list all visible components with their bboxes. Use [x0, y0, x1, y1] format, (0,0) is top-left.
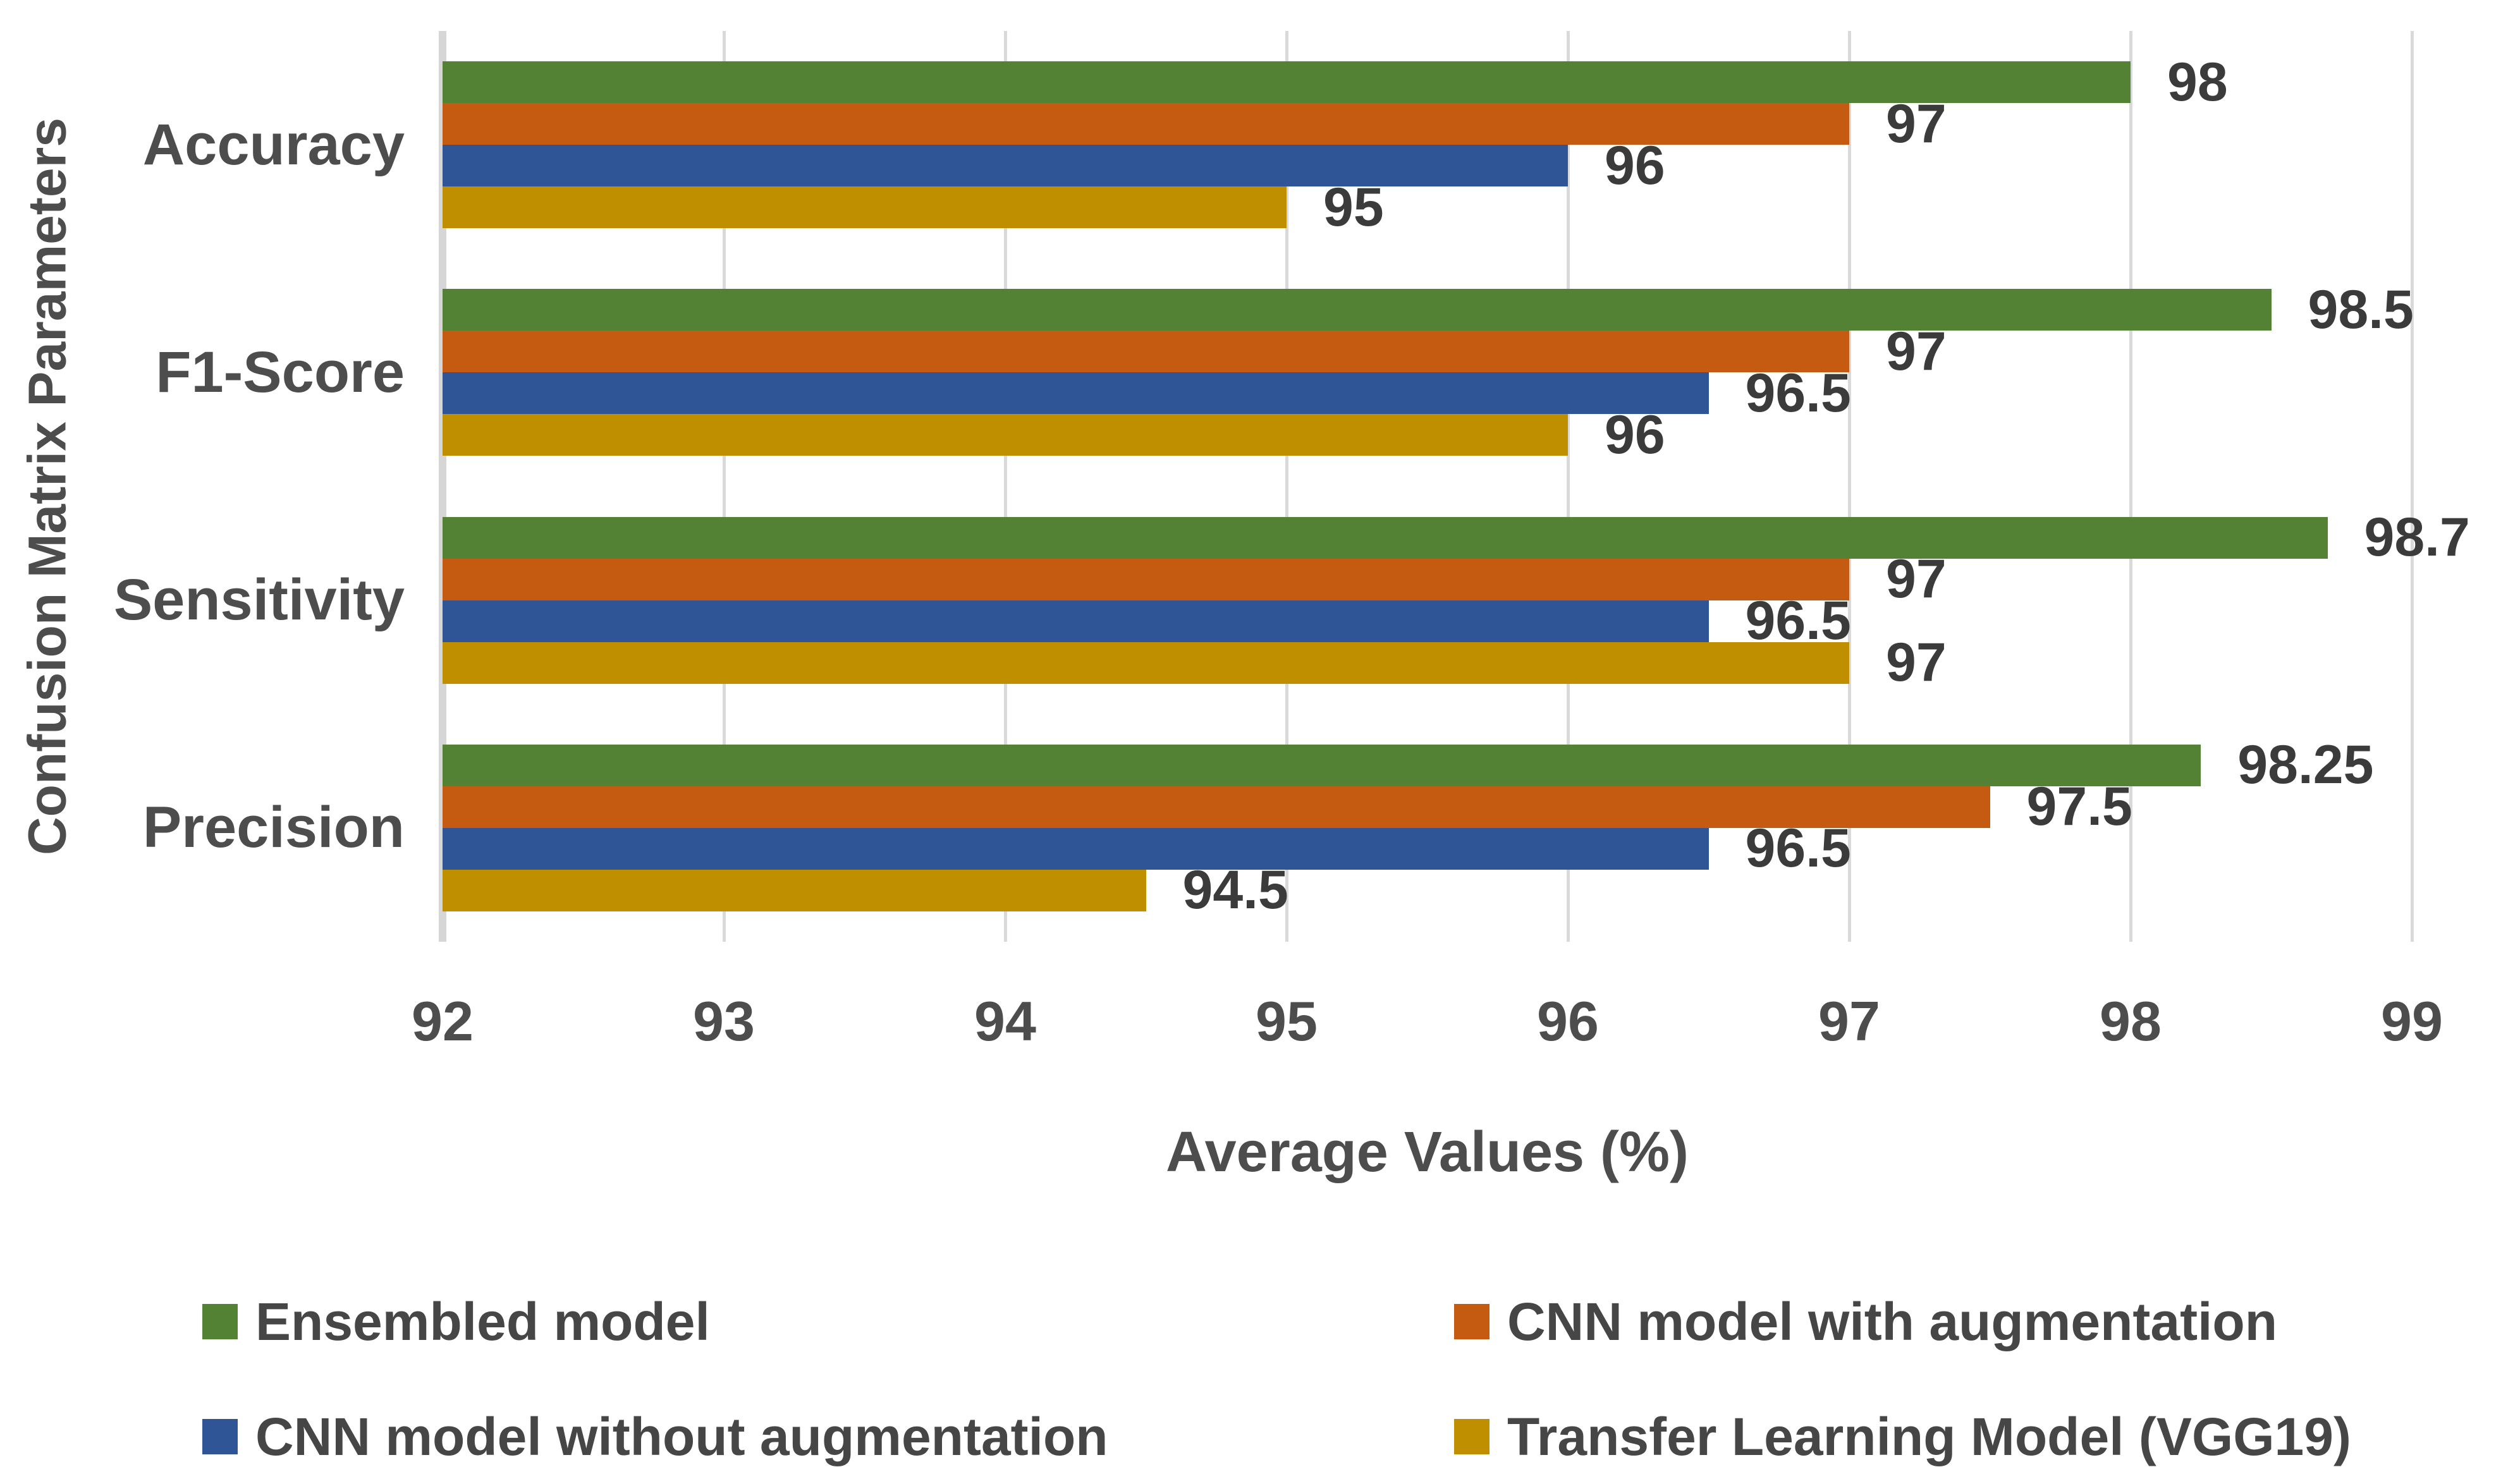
bar — [443, 145, 1568, 187]
legend: Ensembled model CNN model with augmentati… — [202, 1264, 2447, 1467]
data-label: 98.7 — [2364, 507, 2470, 568]
gridline — [1567, 31, 1570, 942]
x-tick-label: 92 — [412, 990, 474, 1052]
gridline — [1285, 31, 1288, 942]
data-label: 94.5 — [1182, 860, 1288, 921]
legend-label: CNN model without augmentation — [255, 1406, 1108, 1466]
legend-item: Transfer Learning Model (VGG19) — [1454, 1406, 2447, 1467]
x-tick-label: 94 — [974, 990, 1036, 1052]
x-axis-title: Average Values (%) — [1165, 1121, 1689, 1184]
x-tick-label: 97 — [1818, 990, 1880, 1052]
category-label: Sensitivity — [113, 568, 405, 633]
x-tick-label: 99 — [2381, 990, 2443, 1052]
data-label: 95 — [1323, 176, 1384, 238]
x-tick-label: 96 — [1537, 990, 1599, 1052]
data-label: 96 — [1605, 404, 1665, 465]
data-label: 96 — [1605, 135, 1665, 196]
legend-label: Ensembled model — [255, 1291, 710, 1351]
data-label: 97 — [1886, 549, 1947, 610]
plot-area: 98 97 96 95 98.5 97 96.5 96 98.7 97 96.5 97 98.25 97.… — [439, 31, 2470, 942]
legend-item: CNN model without augmentation — [202, 1406, 1454, 1467]
x-tick-label: 95 — [1256, 990, 1318, 1052]
data-label: 98.5 — [2308, 279, 2414, 340]
bar — [443, 372, 1709, 415]
gridline — [2411, 31, 2414, 942]
legend-label: Transfer Learning Model (VGG19) — [1507, 1406, 2351, 1466]
legend-swatch-icon — [1454, 1304, 1489, 1339]
bar — [443, 558, 1849, 600]
category-label: Accuracy — [142, 112, 405, 177]
bar — [443, 744, 2201, 786]
gridline — [1004, 31, 1007, 942]
data-label: 96.5 — [1745, 362, 1851, 423]
bar — [443, 600, 1709, 642]
bar — [443, 827, 1709, 870]
legend-item: CNN model with augmentation — [1454, 1291, 2447, 1353]
gridline — [1848, 31, 1851, 942]
bar — [443, 289, 2272, 331]
data-label: 96.5 — [1745, 818, 1851, 879]
x-tick-label: 98 — [2100, 990, 2162, 1052]
bar — [443, 414, 1568, 456]
data-label: 96.5 — [1745, 590, 1851, 652]
legend-swatch-icon — [202, 1304, 238, 1339]
bar — [443, 61, 2131, 104]
bar — [443, 516, 2328, 559]
gridline — [2129, 31, 2132, 942]
bar — [443, 786, 1990, 828]
x-axis-ticks: 92 93 94 95 96 97 98 99 — [412, 989, 2443, 1065]
category-axis: Accuracy F1-Score Sensitivity Precision — [0, 31, 405, 942]
data-label: 97 — [1886, 93, 1947, 154]
bar — [443, 642, 1849, 684]
bar — [443, 103, 1849, 145]
bar — [443, 869, 1146, 911]
data-label: 97.5 — [2026, 776, 2132, 837]
gridline — [723, 31, 726, 942]
legend-swatch-icon — [1454, 1419, 1489, 1454]
legend-label: CNN model with augmentation — [1507, 1291, 2277, 1351]
data-label: 97 — [1886, 632, 1947, 693]
bar — [443, 186, 1287, 229]
bar — [443, 331, 1849, 373]
category-label: F1-Score — [156, 339, 405, 405]
data-label: 98 — [2167, 51, 2228, 113]
x-tick-label: 93 — [693, 990, 755, 1052]
category-label: Precision — [142, 795, 405, 860]
legend-swatch-icon — [202, 1419, 238, 1454]
data-label: 98.25 — [2237, 734, 2374, 796]
value-axis-line — [439, 31, 446, 942]
data-label: 97 — [1886, 320, 1947, 382]
legend-item: Ensembled model — [202, 1291, 1454, 1353]
